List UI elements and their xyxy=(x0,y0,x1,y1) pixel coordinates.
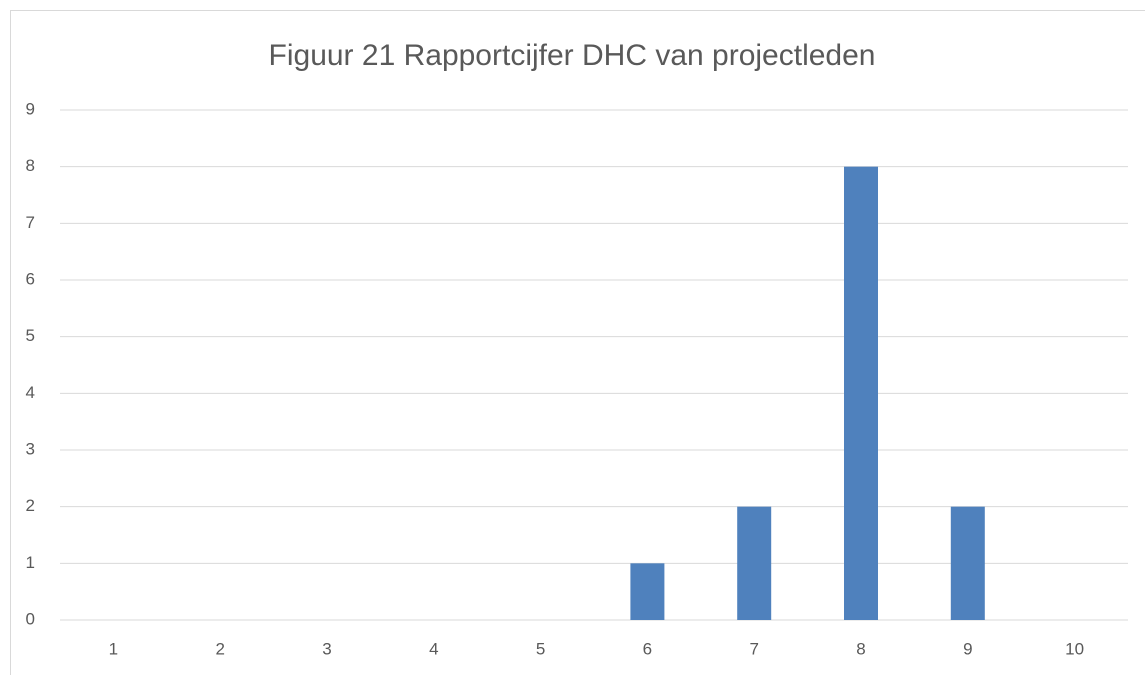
chart-title: Figuur 21 Rapportcijfer DHC van projectl… xyxy=(269,39,876,72)
bar xyxy=(950,506,985,620)
x-tick-label: 8 xyxy=(856,639,865,658)
y-tick-label: 2 xyxy=(26,496,35,515)
x-tick-label: 5 xyxy=(536,639,545,658)
x-tick-label: 2 xyxy=(215,639,224,658)
bar xyxy=(844,166,878,620)
bar xyxy=(630,563,665,620)
bar xyxy=(737,506,772,620)
x-tick-label: 3 xyxy=(322,639,331,658)
y-tick-label: 0 xyxy=(26,609,35,628)
y-tick-label: 9 xyxy=(26,99,35,118)
y-tick-label: 4 xyxy=(26,383,35,402)
x-tick-label: 10 xyxy=(1065,639,1084,658)
x-tick-label: 6 xyxy=(643,639,652,658)
x-tick-label: 7 xyxy=(749,639,758,658)
y-tick-label: 5 xyxy=(26,326,35,345)
y-tick-label: 6 xyxy=(26,269,35,288)
x-tick-label: 9 xyxy=(963,639,972,658)
y-tick-label: 7 xyxy=(26,213,35,232)
y-tick-label: 3 xyxy=(26,439,35,458)
x-tick-label: 4 xyxy=(429,639,438,658)
y-tick-label: 1 xyxy=(26,553,35,572)
chart-border xyxy=(10,10,1145,675)
x-tick-label: 1 xyxy=(109,639,118,658)
y-tick-label: 8 xyxy=(26,156,35,175)
